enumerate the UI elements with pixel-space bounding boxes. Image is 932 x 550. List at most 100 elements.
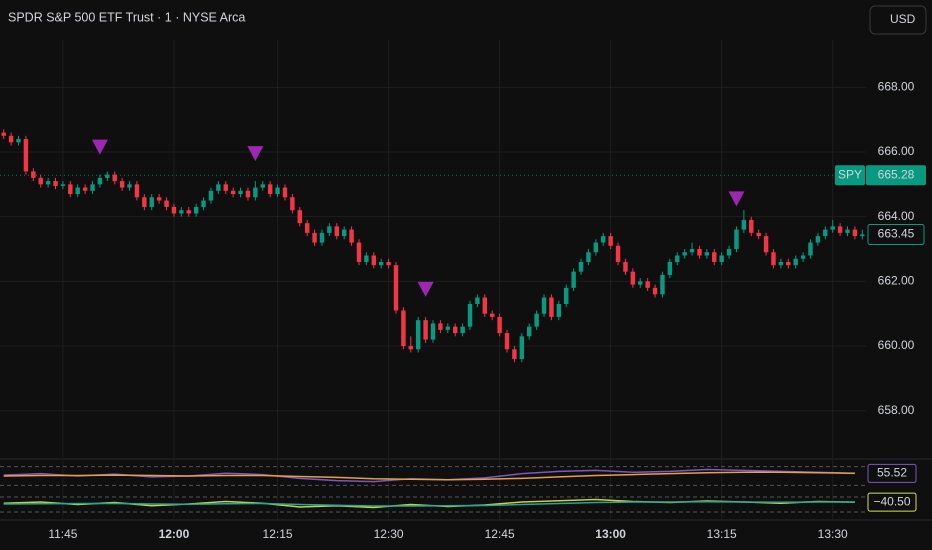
candle-body <box>186 210 191 214</box>
candle-body <box>519 336 525 359</box>
candle-body <box>23 139 29 172</box>
price-badge <box>866 165 926 186</box>
candle-body <box>445 326 451 330</box>
candle-body <box>179 210 184 214</box>
x-tick-label: 13:00 <box>595 527 626 541</box>
candle-body <box>800 255 806 259</box>
x-tick-label: 12:15 <box>263 527 293 541</box>
candle-body <box>31 171 36 178</box>
candle-body <box>475 297 480 304</box>
y-tick-label: 666.00 <box>878 144 915 158</box>
candle-body <box>245 190 251 198</box>
candle-body <box>771 252 776 266</box>
candle-body <box>793 258 798 266</box>
candle-body <box>364 255 369 262</box>
indicator-line <box>3 471 855 481</box>
candle-body <box>667 261 673 275</box>
candle-body <box>830 226 835 230</box>
y-tick-label: 668.00 <box>878 79 915 93</box>
x-tick-label: 12:00 <box>159 527 190 541</box>
candle-body <box>734 229 739 250</box>
candle-body <box>68 184 73 195</box>
candle-body <box>652 287 658 295</box>
currency-label[interactable]: USD <box>890 12 916 26</box>
candle-body <box>386 261 391 266</box>
indicator-line <box>3 500 855 507</box>
candle-body <box>349 229 354 243</box>
symbol-label: SPY <box>838 167 862 181</box>
candle-body <box>763 236 769 253</box>
candle-body <box>704 252 710 256</box>
candle-body <box>623 261 628 272</box>
candle-body <box>860 234 865 237</box>
candle-body <box>601 236 606 243</box>
candle-body <box>586 252 591 262</box>
candle-body <box>430 323 436 340</box>
chart-title: SPDR S&P 500 ETF Trust · 1 · NYSE Arca <box>8 10 245 24</box>
candle-body <box>778 261 784 266</box>
candle-body <box>630 271 636 285</box>
candle-body <box>823 229 828 237</box>
candle-body <box>682 252 687 256</box>
candle-body <box>645 281 650 288</box>
candle-body <box>230 190 236 195</box>
candle-body <box>786 261 791 266</box>
indicator-value-badge <box>867 492 917 512</box>
x-tick-label: 12:45 <box>485 527 515 541</box>
candle-body <box>415 320 421 350</box>
candle-body <box>608 236 613 246</box>
candle-body <box>164 200 169 207</box>
candle-body <box>8 135 14 143</box>
candle-body <box>564 287 569 304</box>
candle-body <box>638 281 643 285</box>
candle-body <box>593 242 599 253</box>
y-tick-label: 658.00 <box>878 403 915 417</box>
candle-body <box>808 242 813 256</box>
currency-button[interactable] <box>869 5 927 35</box>
candle-body <box>156 197 162 201</box>
candle-body <box>556 304 562 317</box>
candle-body <box>615 245 621 262</box>
candle-body <box>527 326 532 337</box>
candle-body <box>38 177 43 185</box>
candle-body <box>275 187 280 195</box>
candle-body <box>267 184 273 195</box>
candle-body <box>119 181 125 188</box>
candle-body <box>327 226 332 233</box>
indicator-value-badge <box>867 463 917 483</box>
last-price-badge <box>867 223 925 245</box>
price-line-label: 665.28 <box>878 167 915 181</box>
candle-body <box>571 271 576 288</box>
candle-body <box>467 304 473 327</box>
x-tick-label: 13:15 <box>707 527 737 541</box>
candle-body <box>408 346 414 350</box>
candle-body <box>534 313 539 327</box>
candle-body <box>489 313 495 317</box>
candle-body <box>304 223 310 233</box>
candle-body <box>334 226 339 237</box>
candle-body <box>726 249 732 256</box>
candle-body <box>675 255 680 262</box>
candle-body <box>238 190 243 195</box>
signal-marker <box>728 191 745 207</box>
candle-body <box>741 219 747 230</box>
candle-body <box>105 174 110 178</box>
candle-body <box>749 219 754 233</box>
candle-body <box>697 249 702 256</box>
candle-body <box>127 184 132 188</box>
candle-body <box>482 297 488 314</box>
candle-body <box>549 297 554 317</box>
candle-body <box>312 232 317 243</box>
candle-body <box>253 187 258 198</box>
candle-body <box>134 184 140 198</box>
candle-body <box>504 333 510 350</box>
candle-body <box>290 197 295 211</box>
candle-body <box>356 242 362 262</box>
candle-body <box>660 274 665 295</box>
signal-marker <box>247 146 264 162</box>
candle-body <box>193 206 199 214</box>
candle-body <box>260 184 265 188</box>
signal-marker <box>417 281 434 297</box>
